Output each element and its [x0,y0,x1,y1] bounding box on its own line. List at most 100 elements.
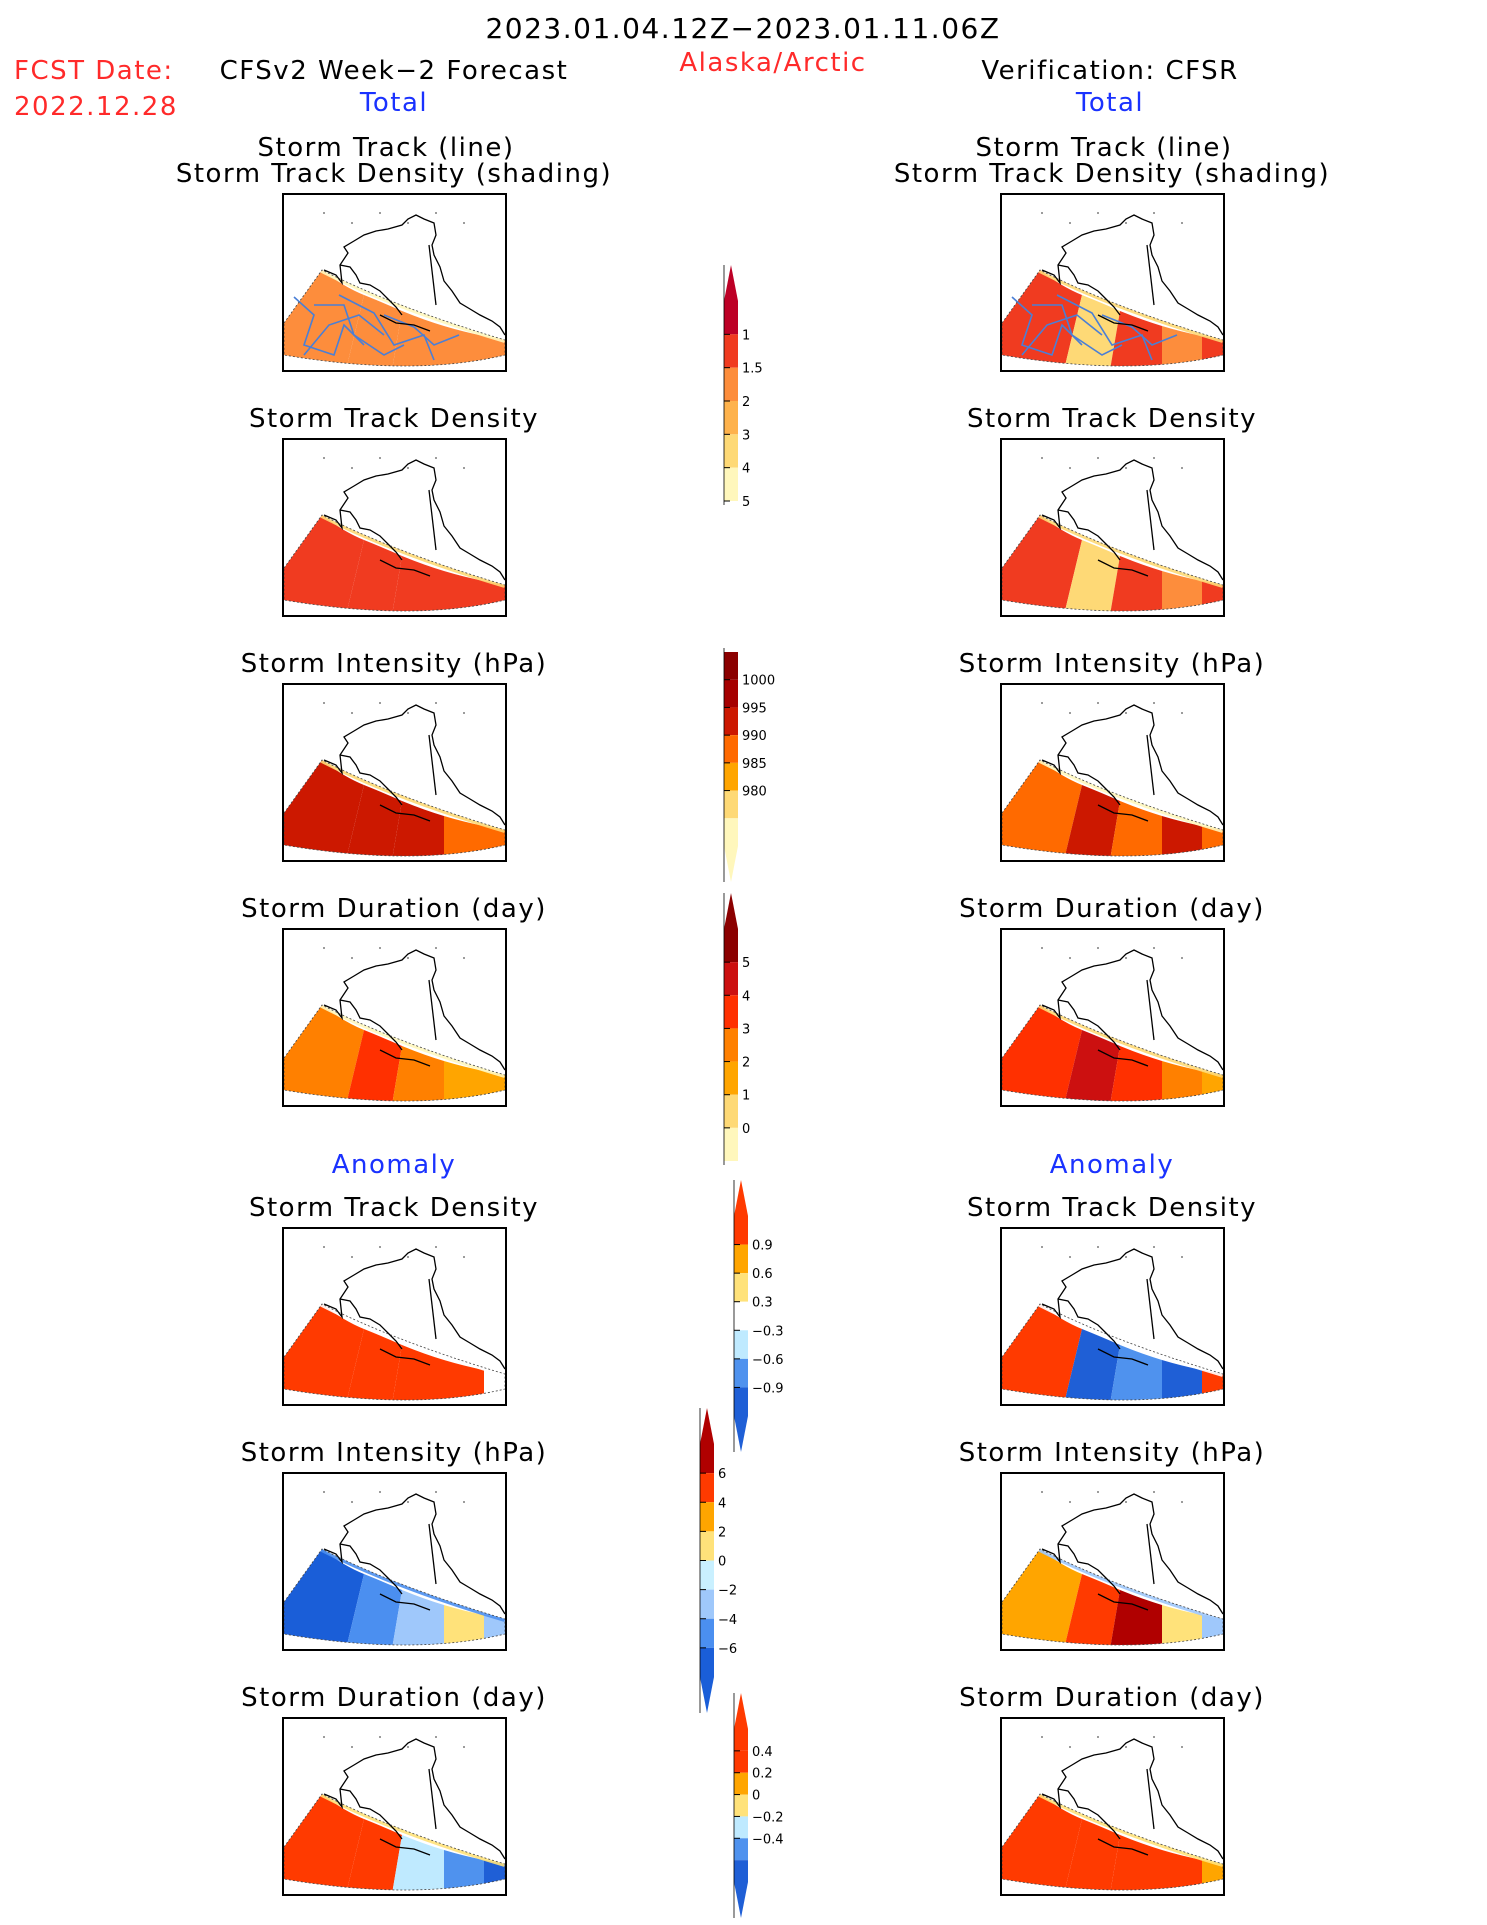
domain-outline [1002,1004,1223,1102]
graticule-dot [1041,1736,1043,1738]
colorbar-tick-label: 5 [742,495,750,510]
domain-outline [1002,1548,1223,1646]
map-panel-forecast-intensity-anomaly [282,1472,507,1651]
coastline [323,1248,505,1370]
graticule-dot [351,1256,353,1258]
border-line [1146,1278,1155,1340]
map-panel-verification-duration-anomaly [1000,1717,1225,1896]
border-line [428,1278,437,1340]
colorbar-segment [700,1502,714,1532]
graticule-dot [1069,222,1071,224]
graticule-dot [1097,947,1099,949]
panel-title-anom-density: Storm Track Density [248,1193,540,1223]
forecast-intensity-zone-3 [392,801,444,856]
graticule-dot [463,1256,465,1258]
colorbar-segment [734,1729,748,1751]
domain-outline [284,1793,505,1891]
coastline [1097,559,1149,577]
colorbar-tick-label: −0.3 [752,1324,784,1339]
verification-intensity-zone-2 [1064,785,1120,856]
verification-intensity-anomaly-zone-4 [1162,1605,1202,1645]
forecast-density-anomaly-zone-3 [392,1345,444,1400]
coastline [1097,804,1149,822]
panel-title-anom-intensity: Storm Intensity (hPa) [958,1438,1266,1468]
border-line [428,734,437,796]
coastline [323,214,505,336]
colorbar-top-triangle [734,1180,748,1216]
border-line [428,1523,437,1585]
verification-intensity-zone-3 [1110,801,1162,856]
colorbar-tick-label: 0.4 [752,1745,773,1760]
domain-outline [284,514,505,612]
graticule-dot [407,222,409,224]
verification-anomaly-label: Anomaly [1049,1150,1175,1180]
forecast-density-anomaly-zone-1 [284,1304,364,1400]
graticule-dot [379,947,381,949]
coastline [1097,1348,1149,1366]
colorbar-segment [724,1028,738,1062]
panel-title-density: Storm Track Density [966,404,1258,434]
coastline [379,804,431,822]
panel-title-track-line: Storm Track (line) [975,133,1233,163]
colorbar-segment [700,1531,714,1561]
colorbar-tick-label: 6 [718,1467,726,1482]
graticule-dot [1153,702,1155,704]
graticule-dot [463,957,465,959]
colorbar-tick-label: 5 [742,956,750,971]
coastline [379,1838,431,1856]
graticule-dot [1041,457,1043,459]
colorbar-segment [724,679,738,708]
colorbar-segment [734,1816,748,1839]
panel-title-density: Storm Track Density [248,404,540,434]
verification-track-density-map [1002,457,1223,612]
verification-track-density-zone-4 [1162,571,1202,611]
forecast-intensity-zone-4 [444,816,484,856]
coastline [379,314,431,332]
graticule-dot [351,1501,353,1503]
coastline [323,949,505,1071]
forecast-track-density-zone-3 [392,556,444,611]
coastline [339,754,403,806]
border-line [428,979,437,1041]
colorbar-tick-label: 0.2 [752,1767,773,1782]
graticule-dot [463,1501,465,1503]
verification-column-title: Verification: CFSR [981,56,1239,86]
verification-track-density-zone-1 [1002,515,1082,611]
colorbar-segment [700,1618,714,1648]
fcst-date-value: 2022.12.28 [14,92,178,122]
verification-duration-map [1002,947,1223,1102]
colorbar-segment [724,707,738,736]
coastline [1041,1248,1223,1370]
forecast-duration-anomaly-zone-3 [392,1835,444,1890]
graticule-dot [351,712,353,714]
verification-duration-anomaly-zone-1 [1002,1794,1082,1890]
map-panel-forecast-duration [282,928,507,1107]
graticule-dot [379,457,381,459]
colorbar-segment [734,1358,748,1388]
border-line [1146,1523,1155,1585]
colorbar-tick-label: 985 [742,757,767,772]
forecast-intensity-anomaly-zone-4 [444,1605,484,1645]
colorbar-tick-label: 4 [742,462,750,477]
coastline [1041,1738,1223,1860]
colorbar-segment [734,1750,748,1773]
domain-outline [284,1303,505,1401]
panel-title-intensity: Storm Intensity (hPa) [958,649,1266,679]
colorbar-top-triangle [734,1693,748,1729]
border-line [1146,244,1155,306]
forecast-duration-anomaly-map [284,1736,505,1891]
domain-outline [1002,269,1223,367]
colorbar-segment [700,1589,714,1619]
storm-track-line-1 [1011,296,1083,357]
forecast-track-density-map [284,457,505,612]
coastline [379,1593,431,1611]
graticule-dot [407,712,409,714]
graticule-dot [323,1246,325,1248]
storm-track-line-1 [293,296,365,357]
graticule-dot [1069,712,1071,714]
graticule-dot [1097,212,1099,214]
coastline [339,1298,403,1350]
graticule-dot [1125,222,1127,224]
coastline [1097,314,1149,332]
storm-track-line-4 [1101,314,1178,346]
